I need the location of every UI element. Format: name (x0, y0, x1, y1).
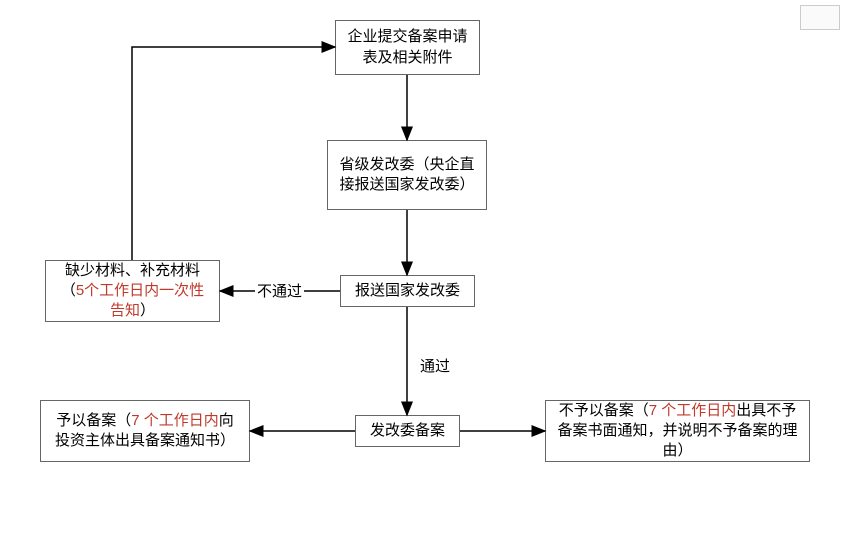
node-provincial-ndrc: 省级发改委（央企直接报送国家发改委） (327, 140, 487, 210)
node-ndrc-filing: 发改委备案 (355, 415, 460, 447)
node-label: 发改委备案 (370, 421, 445, 441)
node-submit-application: 企业提交备案申请表及相关附件 (335, 20, 480, 75)
node-label: 予以备案（7 个工作日内向投资主体出具备案通知书） (49, 411, 241, 452)
corner-box (800, 5, 840, 30)
node-label: 企业提交备案申请表及相关附件 (344, 27, 471, 68)
node-label: 缺少材料、补充材料（5个工作日内一次性告知） (54, 261, 211, 322)
node-missing-materials: 缺少材料、补充材料（5个工作日内一次性告知） (45, 260, 220, 322)
node-reject-filing: 不予以备案（7 个工作日内出具不予备案书面通知，并说明不予备案的理由） (545, 400, 810, 462)
node-report-national-ndrc: 报送国家发改委 (340, 275, 475, 307)
node-label: 省级发改委（央企直接报送国家发改委） (336, 155, 478, 196)
edge-label: 通过 (418, 355, 452, 376)
node-label: 报送国家发改委 (355, 281, 460, 301)
edge-label: 不通过 (255, 280, 304, 301)
node-approve-filing: 予以备案（7 个工作日内向投资主体出具备案通知书） (40, 400, 250, 462)
node-label: 不予以备案（7 个工作日内出具不予备案书面通知，并说明不予备案的理由） (554, 401, 801, 462)
